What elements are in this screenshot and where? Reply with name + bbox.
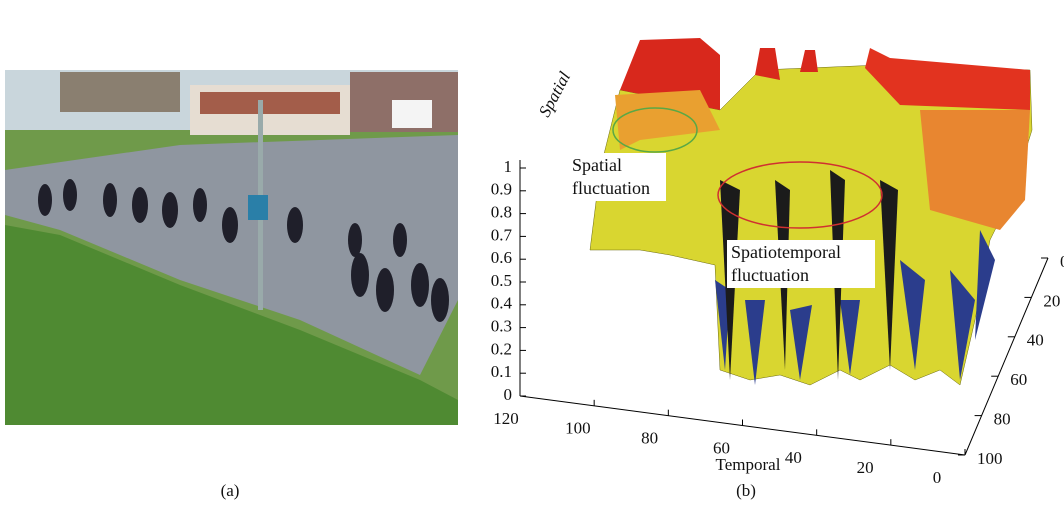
z-tick-label: 0.9: [491, 180, 512, 199]
z-tick-label: 0.1: [491, 362, 512, 381]
x-tick-label: 40: [785, 448, 802, 467]
x-tick-label: 120: [493, 409, 519, 428]
z-tick-label: 0.3: [491, 317, 512, 336]
z-tick-label: 0.2: [491, 339, 512, 358]
x-tick-label: 100: [565, 419, 591, 438]
x-tick-label: 0: [933, 468, 942, 487]
y-tick-label: 20: [1043, 291, 1060, 310]
y-tick-label: 0: [1060, 252, 1064, 271]
photo: [5, 70, 458, 425]
z-tick-label: 0.5: [491, 271, 512, 290]
panel-label: (b): [736, 481, 756, 500]
x-tick-label: 20: [857, 458, 874, 477]
panel-label: (a): [221, 481, 240, 500]
annotation: Spatial fluctuation: [568, 153, 666, 201]
z-tick-label: 0.8: [491, 203, 512, 222]
y-tick-label: 40: [1027, 331, 1044, 350]
z-tick-label: 1: [504, 157, 513, 176]
figure-canvas: 0 0.1 0.2 0.3 0.4 0.5 0.6 0.7 0.8 0.9 1 120 100 80 60 4…: [0, 0, 1064, 517]
y-tick-label: 100: [977, 449, 1003, 468]
x-tick-label: 80: [641, 429, 658, 448]
z-tick-label: 0.6: [491, 248, 512, 267]
x-axis-label: Temporal: [716, 455, 781, 474]
y-axis-label: Spatial: [535, 68, 575, 120]
annotation: Spatiotemporal fluctuation: [727, 240, 875, 288]
z-tick-label: 0.7: [491, 225, 513, 244]
y-tick-label: 80: [994, 410, 1011, 429]
y-tick-label: 60: [1010, 370, 1027, 389]
z-tick-label: 0: [504, 385, 513, 404]
figure: 0 0.1 0.2 0.3 0.4 0.5 0.6 0.7 0.8 0.9 1 120 100 80 60 4…: [0, 0, 1064, 517]
z-tick-label: 0.4: [491, 294, 513, 313]
